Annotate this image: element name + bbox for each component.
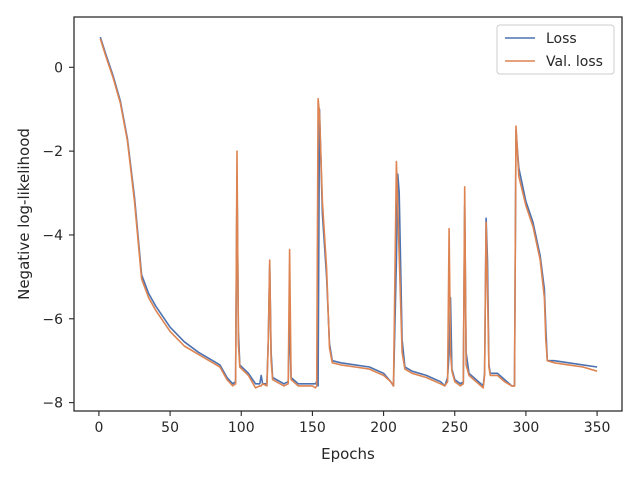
x-axis: 0 50 100 150 200 250 300 350	[94, 411, 610, 436]
x-tick-label: 350	[584, 420, 611, 436]
x-tick-label: 150	[299, 420, 326, 436]
x-tick-label: 100	[228, 420, 255, 436]
series-line-loss	[99, 36, 598, 387]
plot-frame	[73, 16, 623, 412]
y-axis-label: Negative log-likelihood	[15, 128, 33, 300]
series-layer	[99, 36, 598, 389]
y-tick-label: −2	[42, 144, 63, 160]
y-tick-label: 0	[54, 60, 63, 76]
legend-label-val-loss: Val. loss	[546, 54, 603, 70]
y-tick-label: −4	[42, 228, 63, 244]
legend: Loss Val. loss	[496, 24, 615, 75]
legend-label-loss: Loss	[546, 31, 577, 47]
y-tick-label: −8	[42, 396, 63, 412]
x-tick-label: 50	[161, 420, 179, 436]
x-tick-label: 200	[370, 420, 397, 436]
x-axis-label: Epochs	[321, 445, 375, 463]
x-tick-label: 300	[513, 420, 540, 436]
x-tick-label: 250	[441, 420, 468, 436]
series-line-val-loss	[99, 38, 598, 389]
y-tick-label: −6	[42, 312, 63, 328]
x-tick-label: 0	[94, 420, 103, 436]
y-axis: −8 −6 −4 −2 0	[42, 60, 74, 412]
